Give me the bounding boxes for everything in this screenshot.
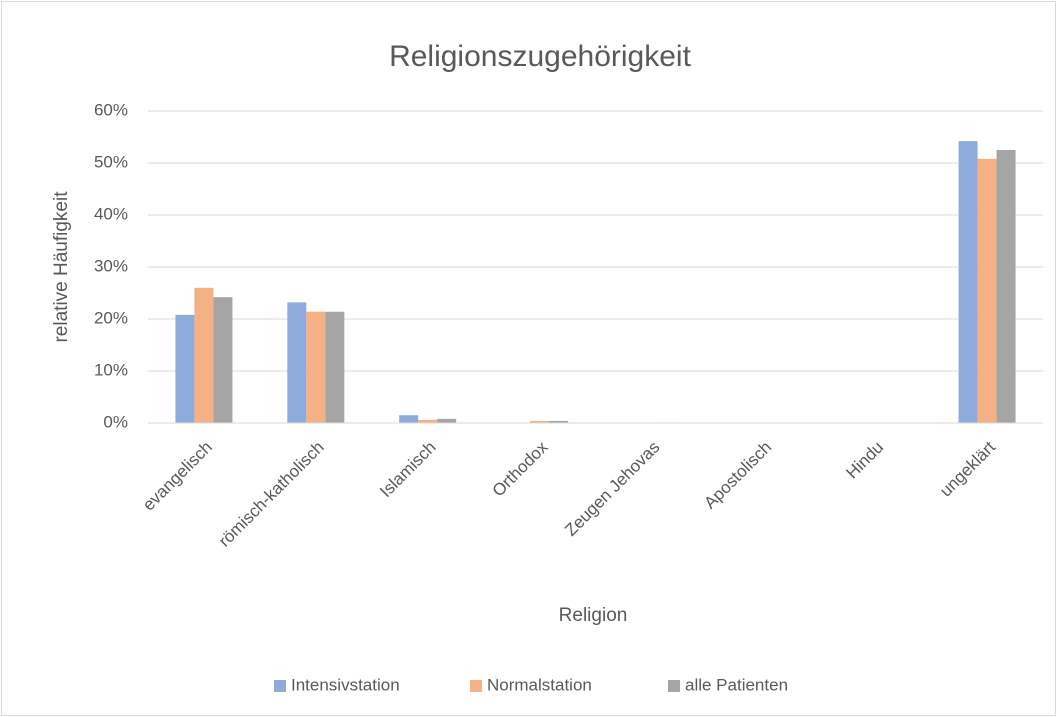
bar bbox=[549, 420, 569, 423]
y-tick-label: 20% bbox=[94, 308, 128, 327]
bar bbox=[213, 297, 233, 423]
bar bbox=[325, 311, 345, 423]
legend-swatch bbox=[274, 680, 286, 692]
y-tick-label: 10% bbox=[94, 360, 128, 379]
bar bbox=[306, 311, 326, 423]
bar bbox=[958, 141, 978, 423]
legend-label: Intensivstation bbox=[291, 675, 400, 694]
bar bbox=[437, 418, 457, 423]
bar bbox=[194, 287, 214, 423]
bar bbox=[996, 150, 1016, 423]
x-axis-label: Religion bbox=[559, 605, 628, 626]
y-tick-label: 60% bbox=[94, 100, 128, 119]
y-axis-label: relative Häufigkeit bbox=[51, 191, 72, 343]
legend-swatch bbox=[668, 680, 680, 692]
bar bbox=[418, 419, 438, 423]
bar bbox=[530, 420, 550, 423]
legend-swatch bbox=[470, 680, 482, 692]
chart-title: Religionszugehörigkeit bbox=[389, 40, 692, 73]
y-tick-label: 0% bbox=[103, 412, 128, 431]
bar bbox=[287, 302, 307, 423]
y-tick-label: 30% bbox=[94, 256, 128, 275]
bar bbox=[399, 415, 419, 423]
legend-label: Normalstation bbox=[487, 675, 592, 694]
bar bbox=[175, 314, 195, 423]
legend-label: alle Patienten bbox=[685, 675, 788, 694]
bar bbox=[977, 158, 997, 423]
y-tick-label: 40% bbox=[94, 204, 128, 223]
y-tick-label: 50% bbox=[94, 152, 128, 171]
